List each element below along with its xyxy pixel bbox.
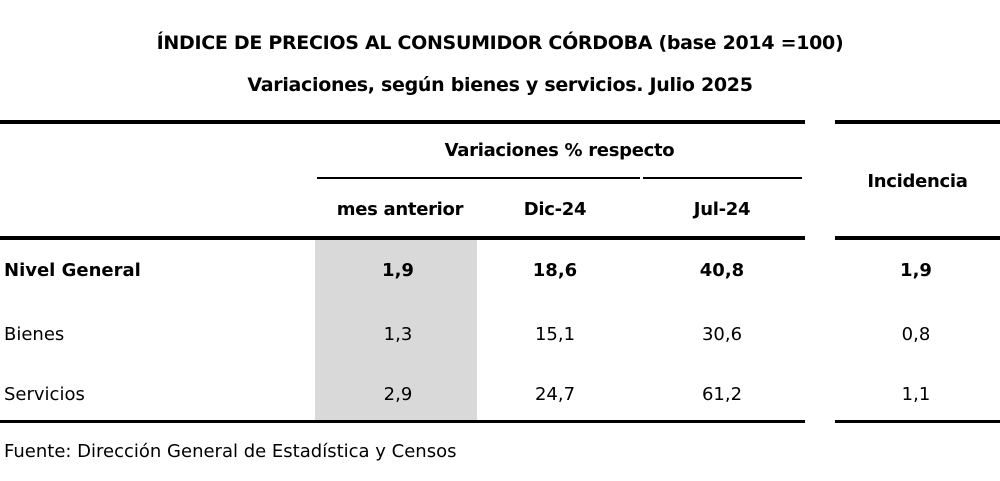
cell: 2,9 (383, 384, 413, 405)
top-rule (0, 120, 805, 124)
bottom-rule (0, 420, 805, 423)
col-header-mes-anterior: mes anterior (336, 199, 464, 220)
cell: 15,1 (534, 324, 576, 345)
cell: 30,6 (701, 324, 743, 345)
header-rule-incidencia (835, 236, 1000, 240)
cell: 1,1 (901, 384, 931, 405)
cell: 40,8 (699, 260, 745, 281)
col-header-dic-24: Dic-24 (523, 199, 587, 220)
table-subtitle: Variaciones, según bienes y servicios. J… (247, 74, 753, 96)
cell: 1,9 (900, 260, 932, 281)
row-label: Bienes (4, 324, 65, 345)
cell: 61,2 (701, 384, 743, 405)
row-label: Nivel General (4, 260, 141, 281)
cell: 18,6 (532, 260, 578, 281)
cell: 1,9 (382, 260, 414, 281)
source-note: Fuente: Dirección General de Estadística… (4, 441, 457, 462)
top-rule-incidencia (835, 120, 1000, 124)
bottom-rule-incidencia (835, 420, 1000, 423)
highlight-column (315, 240, 477, 420)
col-header-incidencia: Incidencia (867, 171, 968, 192)
table-title: ÍNDICE DE PRECIOS AL CONSUMIDOR CÓRDOBA … (156, 32, 844, 54)
col-header-jul-24: Jul-24 (693, 199, 751, 220)
header-rule (0, 236, 805, 240)
row-label: Servicios (4, 384, 85, 405)
group-rule-2 (643, 177, 802, 179)
cell: 1,3 (383, 324, 413, 345)
cell: 0,8 (901, 324, 931, 345)
group-header: Variaciones % respecto (444, 140, 675, 161)
group-rule (317, 177, 640, 179)
cell: 24,7 (534, 384, 576, 405)
